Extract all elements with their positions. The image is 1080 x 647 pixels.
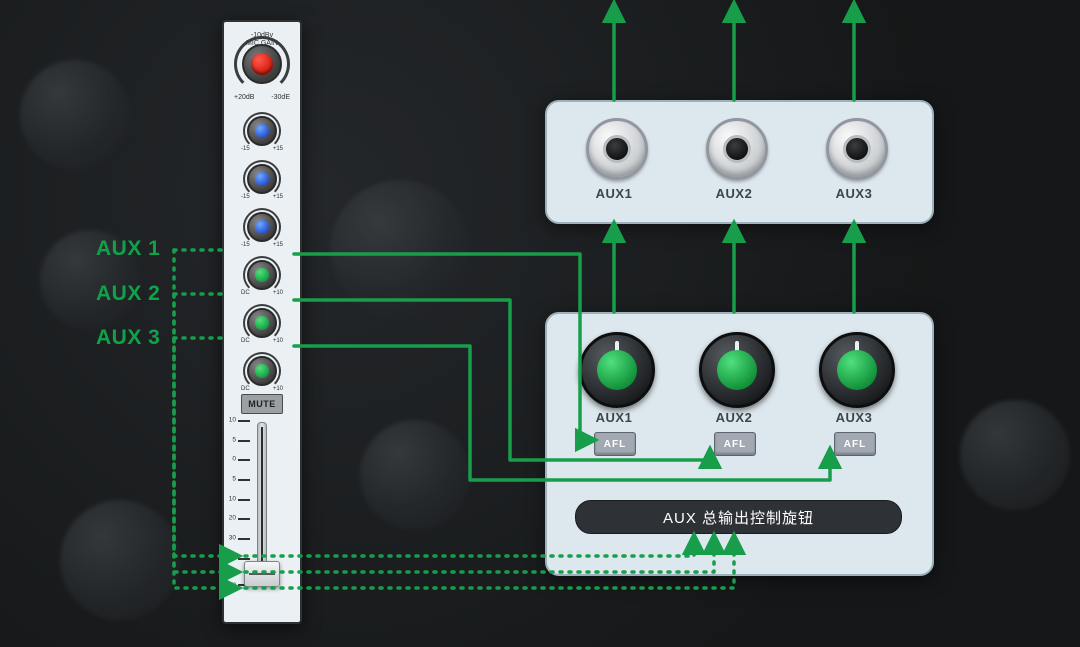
aux-label-2: AUX 2 — [96, 282, 160, 306]
aux-output-jack-3[interactable] — [826, 118, 888, 180]
aux-output-jack-label-3: AUX3 — [836, 186, 873, 201]
aux-master-knob-2[interactable] — [699, 332, 775, 408]
gain-right-label: -30dE — [271, 94, 290, 101]
eq-knob-3[interactable]: -15+15 — [239, 204, 285, 250]
aux-output-jack-label-1: AUX1 — [596, 186, 633, 201]
aux-label-3: AUX 3 — [96, 326, 160, 350]
afl-button-1[interactable]: AFL — [594, 432, 636, 456]
fader-cap[interactable] — [244, 561, 280, 587]
aux-output-jack-2[interactable] — [706, 118, 768, 180]
aux-master-knob-label-3: AUX3 — [836, 410, 873, 425]
aux-output-jack-label-2: AUX2 — [716, 186, 753, 201]
background-knob — [60, 500, 180, 620]
aux-send-knob-1[interactable]: DC+10 — [239, 252, 285, 298]
eq-knob-2[interactable]: -15+15 — [239, 156, 285, 202]
aux-master-knob-3[interactable] — [819, 332, 895, 408]
aux-send-knob-2[interactable]: DC+10 — [239, 300, 285, 346]
channel-strip: -10dBv MIC GAIN +20dB -30dE -15+15-15+15… — [222, 20, 302, 624]
gain-top-label: -10dBv — [251, 32, 273, 39]
background-knob — [330, 180, 470, 320]
aux-send-knob-3[interactable]: DC+10 — [239, 348, 285, 394]
aux-output-jack-1[interactable] — [586, 118, 648, 180]
afl-button-2[interactable]: AFL — [714, 432, 756, 456]
aux-master-label: AUX 总输出控制旋钮 — [575, 500, 902, 534]
gain-left-label: +20dB — [234, 94, 254, 101]
mute-button[interactable]: MUTE — [241, 394, 283, 414]
aux-label-1: AUX 1 — [96, 237, 160, 261]
eq-knob-1[interactable]: -15+15 — [239, 108, 285, 154]
gain-mid-label: MIC GAIN — [246, 40, 278, 47]
background-knob — [360, 420, 470, 530]
aux-master-knob-label-1: AUX1 — [596, 410, 633, 425]
gain-knob[interactable] — [251, 53, 273, 75]
afl-button-3[interactable]: AFL — [834, 432, 876, 456]
aux-master-knob-1[interactable] — [579, 332, 655, 408]
aux-master-knob-label-2: AUX2 — [716, 410, 753, 425]
aux-master-label-text: AUX 总输出控制旋钮 — [663, 507, 814, 528]
background-knob — [960, 400, 1070, 510]
diagram-stage: { "colors": { "accent_green": "#0ea24a",… — [0, 0, 1080, 647]
fader-area: 1050510203040∞ — [230, 420, 294, 614]
mute-label: MUTE — [248, 399, 276, 409]
background-knob — [20, 60, 130, 170]
gain-section: -10dBv MIC GAIN — [234, 36, 290, 92]
